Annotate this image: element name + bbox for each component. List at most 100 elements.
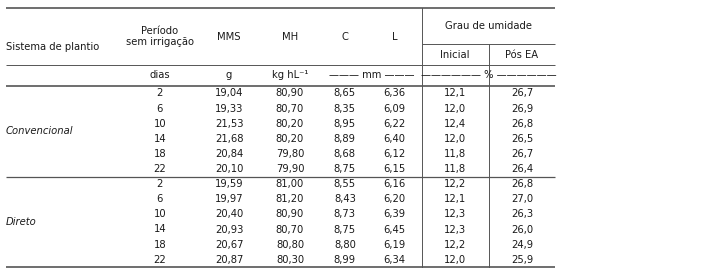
Text: 6,22: 6,22	[384, 119, 406, 129]
Text: 25,9: 25,9	[511, 255, 533, 265]
Text: 6,45: 6,45	[384, 224, 406, 235]
Text: 18: 18	[154, 239, 166, 250]
Text: 19,59: 19,59	[215, 179, 243, 189]
Text: 6,15: 6,15	[384, 164, 406, 174]
Text: 2: 2	[157, 179, 163, 189]
Text: ——— mm ———: ——— mm ———	[329, 70, 415, 80]
Text: 6: 6	[157, 194, 163, 204]
Text: 79,80: 79,80	[276, 149, 304, 159]
Text: 8,68: 8,68	[334, 149, 356, 159]
Text: 12,0: 12,0	[444, 134, 466, 144]
Text: 79,90: 79,90	[276, 164, 304, 174]
Text: 20,84: 20,84	[215, 149, 243, 159]
Text: 80,30: 80,30	[276, 255, 304, 265]
Text: 14: 14	[154, 224, 166, 235]
Text: 21,68: 21,68	[215, 134, 243, 144]
Text: 21,53: 21,53	[215, 119, 243, 129]
Text: 22: 22	[153, 255, 167, 265]
Text: 6,20: 6,20	[384, 194, 406, 204]
Text: 6,36: 6,36	[384, 88, 406, 99]
Text: 8,35: 8,35	[334, 103, 356, 114]
Text: Direto: Direto	[6, 217, 37, 227]
Text: Sistema de plantio: Sistema de plantio	[6, 42, 99, 52]
Text: 20,67: 20,67	[215, 239, 243, 250]
Text: 6,34: 6,34	[384, 255, 406, 265]
Text: 8,73: 8,73	[334, 209, 356, 220]
Text: 12,0: 12,0	[444, 255, 466, 265]
Text: 22: 22	[153, 164, 167, 174]
Text: 12,3: 12,3	[444, 209, 466, 220]
Text: 8,89: 8,89	[334, 134, 356, 144]
Text: 6,12: 6,12	[384, 149, 406, 159]
Text: 6,09: 6,09	[384, 103, 406, 114]
Text: 6,40: 6,40	[384, 134, 406, 144]
Text: Pós EA: Pós EA	[505, 50, 538, 60]
Text: 8,80: 8,80	[334, 239, 356, 250]
Text: 26,3: 26,3	[511, 209, 533, 220]
Text: g: g	[226, 70, 233, 80]
Text: 80,90: 80,90	[276, 209, 304, 220]
Text: MMS: MMS	[217, 32, 241, 42]
Text: 26,7: 26,7	[511, 149, 533, 159]
Text: 81,00: 81,00	[276, 179, 304, 189]
Text: 12,1: 12,1	[444, 194, 466, 204]
Text: 18: 18	[154, 149, 166, 159]
Text: 6,19: 6,19	[384, 239, 406, 250]
Text: Grau de umidade: Grau de umidade	[445, 21, 532, 31]
Text: 12,2: 12,2	[444, 239, 466, 250]
Text: —————— % ——————: —————— % ——————	[421, 70, 556, 80]
Text: kg hL⁻¹: kg hL⁻¹	[272, 70, 308, 80]
Text: 8,75: 8,75	[334, 164, 356, 174]
Text: 20,40: 20,40	[215, 209, 243, 220]
Text: 80,70: 80,70	[276, 224, 304, 235]
Text: Convencional: Convencional	[6, 126, 73, 136]
Text: 6,39: 6,39	[384, 209, 406, 220]
Text: 12,1: 12,1	[444, 88, 466, 99]
Text: 12,3: 12,3	[444, 224, 466, 235]
Text: 24,9: 24,9	[511, 239, 533, 250]
Text: 26,9: 26,9	[511, 103, 533, 114]
Text: MH: MH	[282, 32, 298, 42]
Text: 20,87: 20,87	[215, 255, 243, 265]
Text: 26,4: 26,4	[511, 164, 533, 174]
Text: 19,97: 19,97	[215, 194, 243, 204]
Text: 20,93: 20,93	[215, 224, 243, 235]
Text: 26,0: 26,0	[511, 224, 533, 235]
Text: 8,75: 8,75	[334, 224, 356, 235]
Text: 26,7: 26,7	[511, 88, 533, 99]
Text: 14: 14	[154, 134, 166, 144]
Text: 27,0: 27,0	[511, 194, 533, 204]
Text: dias: dias	[150, 70, 170, 80]
Text: L: L	[392, 32, 397, 42]
Text: 19,33: 19,33	[215, 103, 243, 114]
Text: 2: 2	[157, 88, 163, 99]
Text: 81,20: 81,20	[276, 194, 304, 204]
Text: 8,65: 8,65	[334, 88, 356, 99]
Text: Inicial: Inicial	[441, 50, 470, 60]
Text: 80,70: 80,70	[276, 103, 304, 114]
Text: 12,0: 12,0	[444, 103, 466, 114]
Text: 11,8: 11,8	[444, 149, 466, 159]
Text: 6: 6	[157, 103, 163, 114]
Text: C: C	[342, 32, 348, 42]
Text: 26,8: 26,8	[511, 119, 533, 129]
Text: 80,90: 80,90	[276, 88, 304, 99]
Text: 20,10: 20,10	[215, 164, 243, 174]
Text: 10: 10	[154, 119, 166, 129]
Text: 12,4: 12,4	[444, 119, 466, 129]
Text: 80,20: 80,20	[276, 134, 304, 144]
Text: 80,20: 80,20	[276, 119, 304, 129]
Text: 80,80: 80,80	[276, 239, 304, 250]
Text: 12,2: 12,2	[444, 179, 466, 189]
Text: 6,16: 6,16	[384, 179, 406, 189]
Text: 8,95: 8,95	[334, 119, 356, 129]
Text: 8,99: 8,99	[334, 255, 356, 265]
Text: Período
sem irrigação: Período sem irrigação	[126, 26, 194, 48]
Text: 11,8: 11,8	[444, 164, 466, 174]
Text: 8,55: 8,55	[334, 179, 356, 189]
Text: 26,5: 26,5	[511, 134, 533, 144]
Text: 19,04: 19,04	[215, 88, 243, 99]
Text: 10: 10	[154, 209, 166, 220]
Text: 26,8: 26,8	[511, 179, 533, 189]
Text: 8,43: 8,43	[334, 194, 356, 204]
